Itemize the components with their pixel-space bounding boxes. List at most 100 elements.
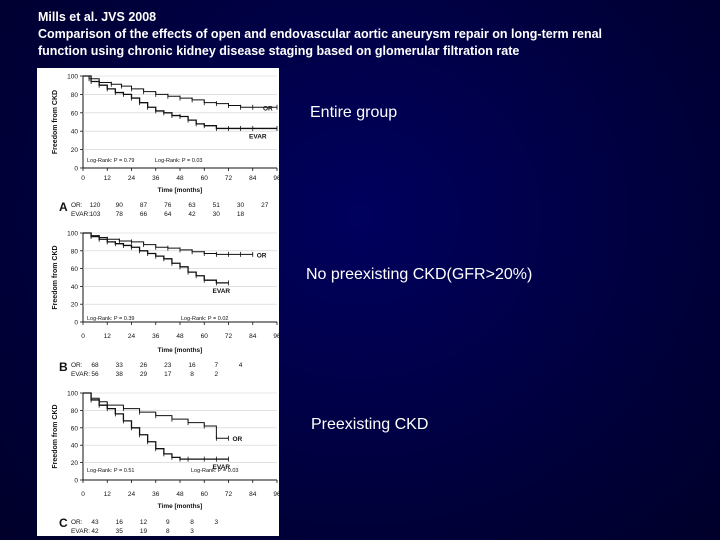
panel-letter: A xyxy=(59,200,68,214)
risk-value-or: 120 xyxy=(90,202,101,209)
evar-series-label: EVAR xyxy=(213,288,231,295)
risk-value-evar: 35 xyxy=(116,528,124,535)
x-tick-label: 60 xyxy=(201,175,209,182)
risk-value-or: 9 xyxy=(166,519,170,526)
risk-row-label-evar: EVAR: xyxy=(71,211,90,218)
panel-label-preexisting-ckd: Preexisting CKD xyxy=(311,416,429,433)
or-series-label: OR xyxy=(263,105,273,112)
y-tick-label: 80 xyxy=(71,408,79,415)
risk-value-evar: 19 xyxy=(140,528,148,535)
y-tick-label: 0 xyxy=(74,320,78,327)
y-tick-label: 100 xyxy=(67,74,78,81)
risk-value-or: 27 xyxy=(261,202,269,209)
x-tick-label: 48 xyxy=(176,175,184,182)
risk-value-or: 33 xyxy=(116,362,124,369)
panel-letter: C xyxy=(59,516,68,530)
x-tick-label: 84 xyxy=(249,175,257,182)
x-tick-label: 0 xyxy=(81,333,85,340)
or-curve xyxy=(83,232,253,255)
risk-value-evar: 66 xyxy=(140,211,148,218)
risk-value-evar: 38 xyxy=(116,371,124,378)
y-tick-label: 20 xyxy=(71,302,79,309)
risk-value-or: 90 xyxy=(116,202,124,209)
risk-value-evar: 64 xyxy=(164,211,172,218)
y-axis-label: Freedom from CKD xyxy=(52,90,59,154)
risk-value-or: 26 xyxy=(140,362,148,369)
x-tick-label: 72 xyxy=(225,333,233,340)
x-axis-label: Time [months] xyxy=(158,347,203,354)
logrank-label: Log-Rank: P = 0.03 xyxy=(191,468,238,474)
risk-value-or: 12 xyxy=(140,519,148,526)
logrank-label: Log-Rank: P = 0.03 xyxy=(155,158,202,164)
title-line-3: function using chronic kidney disease st… xyxy=(38,44,520,58)
risk-value-evar: 78 xyxy=(116,211,124,218)
y-tick-label: 80 xyxy=(71,248,79,255)
x-tick-label: 12 xyxy=(104,333,112,340)
risk-value-or: 7 xyxy=(214,362,218,369)
logrank-label: Log-Rank: P = 0.39 xyxy=(87,316,134,322)
x-tick-label: 96 xyxy=(273,175,279,182)
y-tick-label: 40 xyxy=(71,129,79,136)
risk-value-evar: 29 xyxy=(140,371,148,378)
x-tick-label: 12 xyxy=(104,491,112,498)
x-axis-label: Time [months] xyxy=(158,503,203,510)
y-tick-label: 0 xyxy=(74,478,78,485)
y-tick-label: 0 xyxy=(74,166,78,173)
risk-value-or: 43 xyxy=(91,519,99,526)
logrank-label: Log-Rank: P = 0.02 xyxy=(181,316,228,322)
or-curve xyxy=(83,75,277,108)
x-tick-label: 96 xyxy=(273,333,279,340)
risk-row-label-or: OR: xyxy=(71,362,83,369)
x-tick-label: 60 xyxy=(201,333,209,340)
or-series-label: OR xyxy=(233,436,243,443)
risk-value-or: 30 xyxy=(237,202,245,209)
risk-row-label-or: OR: xyxy=(71,202,83,209)
x-tick-label: 24 xyxy=(128,175,136,182)
risk-value-evar: 17 xyxy=(164,371,172,378)
y-tick-label: 20 xyxy=(71,147,79,154)
logrank-label: Log-Rank: P = 0.79 xyxy=(87,158,134,164)
x-tick-label: 36 xyxy=(152,333,160,340)
risk-value-evar: 42 xyxy=(91,528,99,535)
risk-value-or: 16 xyxy=(116,519,124,526)
x-tick-label: 84 xyxy=(249,333,257,340)
risk-value-evar: 8 xyxy=(166,528,170,535)
y-tick-label: 60 xyxy=(71,425,79,432)
risk-row-label-evar: EVAR: xyxy=(71,371,90,378)
y-tick-label: 60 xyxy=(71,266,79,273)
panel-letter: B xyxy=(59,360,68,374)
risk-row-label-evar: EVAR: xyxy=(71,528,90,535)
km-panel-a: 0 20 40 60 80 100 0 12 24 36 48 60 72 84 96 Freedom fro… xyxy=(52,74,279,219)
risk-value-or: 8 xyxy=(190,519,194,526)
x-tick-label: 12 xyxy=(104,175,112,182)
risk-value-evar: 56 xyxy=(91,371,99,378)
x-tick-label: 48 xyxy=(176,333,184,340)
risk-value-or: 51 xyxy=(213,202,221,209)
y-axis-label: Freedom from CKD xyxy=(52,404,59,468)
risk-value-evar: 3 xyxy=(190,528,194,535)
y-tick-label: 60 xyxy=(71,110,79,117)
x-tick-label: 24 xyxy=(128,491,136,498)
evar-series-label: EVAR xyxy=(213,464,231,471)
x-axis-label: Time [months] xyxy=(158,187,203,194)
x-tick-label: 0 xyxy=(81,175,85,182)
x-tick-label: 36 xyxy=(152,175,160,182)
risk-value-evar: 8 xyxy=(190,371,194,378)
risk-value-evar: 42 xyxy=(188,211,196,218)
risk-value-or: 68 xyxy=(91,362,99,369)
risk-row-label-or: OR: xyxy=(71,519,83,526)
risk-value-or: 87 xyxy=(140,202,148,209)
risk-value-or: 4 xyxy=(239,362,243,369)
title-line-2: Comparison of the effects of open and en… xyxy=(38,27,603,41)
km-panel-c: 0 20 40 60 80 100 0 12 24 36 48 60 72 84 96 Freedom fro… xyxy=(52,391,279,536)
risk-value-or: 23 xyxy=(164,362,172,369)
logrank-label: Log-Rank: P = 0.51 xyxy=(87,468,134,474)
x-tick-label: 72 xyxy=(225,175,233,182)
x-tick-label: 72 xyxy=(225,491,233,498)
risk-value-or: 63 xyxy=(188,202,196,209)
risk-value-evar: 30 xyxy=(213,211,221,218)
or-series-label: OR xyxy=(257,252,267,259)
risk-value-or: 76 xyxy=(164,202,172,209)
